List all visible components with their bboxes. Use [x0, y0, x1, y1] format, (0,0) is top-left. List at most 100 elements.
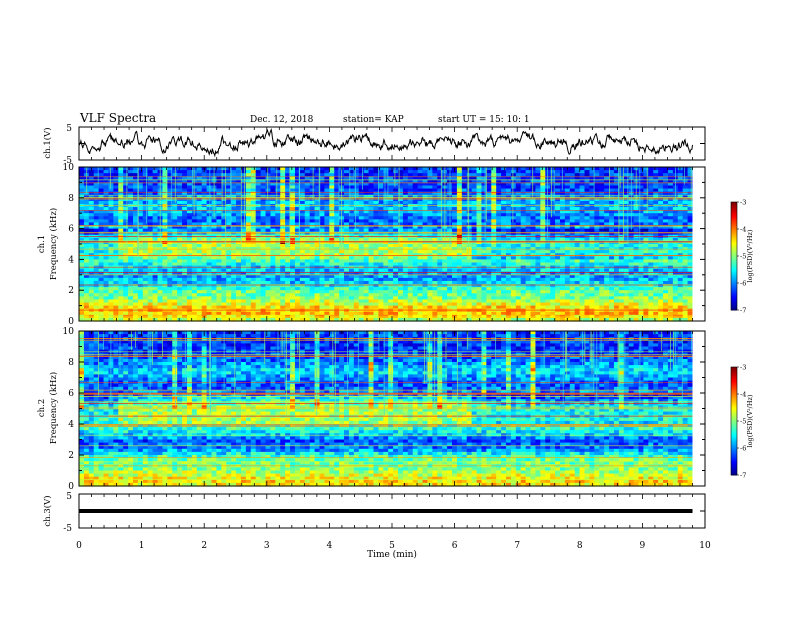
spectrogram-cell [113, 237, 119, 242]
spectrogram-cell [613, 188, 620, 193]
spectrogram-cell [206, 213, 213, 217]
spectrogram-cell [407, 262, 414, 267]
spectrogram-cell [432, 210, 438, 214]
spectrogram-cell [324, 176, 330, 180]
spectrogram-cell [201, 231, 208, 236]
spectrogram-cell [128, 216, 134, 220]
spectrogram-cell [594, 194, 600, 199]
spectrogram-cell [402, 203, 409, 208]
spectrogram-cell [633, 250, 640, 254]
spectrogram-cell [584, 287, 591, 291]
spectrogram-cell [270, 210, 276, 214]
spectrogram-cell [344, 250, 350, 254]
spectrogram-cell [574, 185, 581, 190]
spectrogram-cell [304, 231, 311, 236]
spectrogram-cell [299, 268, 306, 273]
spectrogram-cell [123, 170, 129, 174]
spectrogram-cell [368, 250, 375, 254]
spectrogram-cell [609, 244, 615, 248]
spectrogram-cell [618, 231, 625, 236]
spectrogram-cell [388, 216, 394, 220]
spectrogram-cell [643, 219, 649, 224]
spectrogram-cell [373, 237, 379, 242]
spectrogram-cell [564, 228, 571, 233]
spectrogram-cell [231, 287, 237, 291]
spectrogram-cell [461, 170, 468, 174]
spectrogram-cell [280, 262, 286, 267]
spectrogram-cell [314, 280, 321, 285]
spectrogram-cell [182, 284, 188, 288]
spectrogram-cell [515, 259, 522, 264]
spectrogram-cell [348, 210, 355, 214]
spectrogram-cell [186, 173, 193, 177]
spectrogram-cell [358, 203, 365, 208]
spectrogram-cell [672, 237, 679, 242]
spectrogram-cell [437, 188, 443, 193]
spectrogram-cell [613, 271, 620, 276]
spectrogram-cell [255, 194, 262, 199]
spectrogram-cell [667, 210, 674, 214]
spectrogram-cell [290, 274, 296, 279]
spectrogram-cell [569, 237, 576, 242]
spectrogram-cell [201, 244, 208, 248]
spectrogram-cell [186, 182, 193, 187]
spectrogram-cell [329, 274, 335, 279]
spectrogram-cell [456, 188, 463, 193]
spectrogram-cell [363, 268, 370, 273]
spectrogram-cell [427, 191, 433, 196]
spectrogram-cell [270, 256, 276, 260]
spectrogram-cell [653, 176, 659, 180]
spectrogram-cell [196, 240, 203, 245]
spectrogram-cell [285, 191, 291, 196]
spectrogram-cell [290, 231, 296, 236]
spectrogram-cell [245, 244, 252, 248]
spectrogram-cell [299, 213, 306, 217]
spectrogram-cell [378, 188, 384, 193]
spectrogram-cell [147, 182, 154, 187]
spectrogram-cell [177, 188, 183, 193]
spectrogram-cell [422, 259, 429, 264]
spectrogram-cell [172, 240, 178, 245]
spectrogram-cell [393, 277, 399, 282]
spectrogram-cell [633, 271, 640, 276]
spectrogram-cell [358, 222, 365, 227]
spectrogram-cell [510, 210, 517, 214]
spectrogram-cell [623, 207, 630, 211]
spectrogram-cell [579, 271, 586, 276]
spectrogram-cell [231, 200, 237, 205]
spectrogram-cell [363, 284, 370, 288]
spectrogram-cell [574, 188, 581, 193]
spectrogram-cell [535, 274, 541, 279]
spectrogram-cell [432, 271, 438, 276]
spectrogram-cell [658, 207, 664, 211]
spectrogram-cell [682, 188, 689, 193]
spectrogram-cell [142, 173, 149, 177]
spectrogram-cell [294, 207, 301, 211]
spectrogram-cell [196, 244, 203, 248]
spectrogram-cell [324, 185, 330, 190]
spectrogram-cell [633, 259, 640, 264]
spectrogram-cell [368, 219, 375, 224]
spectrogram-cell [535, 176, 541, 180]
spectrogram-cell [672, 240, 679, 245]
spectrogram-cell [103, 240, 110, 245]
spectrogram-cell [368, 262, 375, 267]
spectrogram-cell [427, 222, 433, 227]
spectrogram-cell [294, 194, 301, 199]
spectrogram-cell [618, 225, 625, 230]
spectrogram-cell [108, 167, 114, 171]
spectrogram-cell [422, 194, 429, 199]
spectrogram-cell [569, 176, 576, 180]
spectrogram-cell [569, 250, 576, 254]
spectrogram-cell [599, 274, 605, 279]
spectrogram-cell [648, 237, 654, 242]
spectrogram-cell [412, 228, 419, 233]
spectrogram-cell [599, 271, 605, 276]
spectrogram-cell [667, 219, 674, 224]
spectrogram-cell [98, 222, 105, 227]
spectrogram-cell [432, 176, 438, 180]
spectrogram-cell [319, 167, 325, 171]
spectrogram-cell [388, 271, 394, 276]
spectrogram-cell [545, 271, 551, 276]
spectrogram-cell [240, 256, 247, 260]
